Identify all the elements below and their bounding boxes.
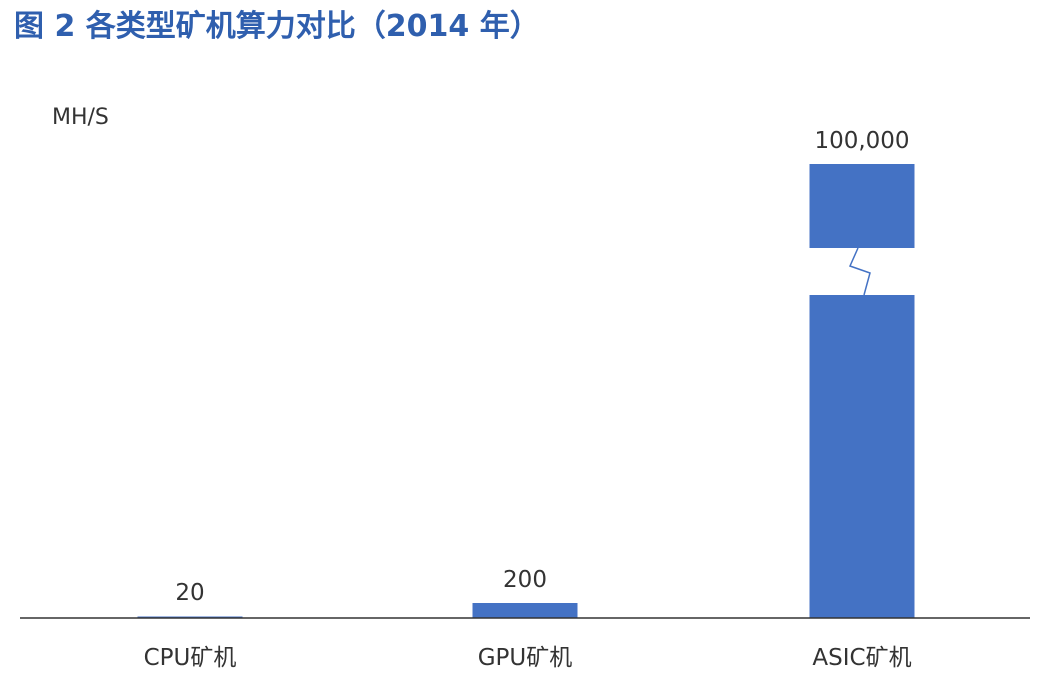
value-label: 100,000 [814, 128, 909, 154]
value-labels-group: 20 200 100,000 [175, 128, 909, 606]
chart-title: 图 2 各类型矿机算力对比（2014 年） [14, 9, 540, 44]
axis-break-mark [848, 247, 871, 296]
x-tick-labels-group: CPU矿机 GPU矿机 ASIC矿机 [144, 645, 912, 671]
bar-asic-upper [809, 164, 915, 248]
value-label: 200 [503, 567, 547, 593]
x-tick-label: CPU矿机 [144, 645, 237, 671]
x-tick-label: ASIC矿机 [812, 645, 911, 671]
bar-asic-lower [809, 295, 915, 618]
bars-group [137, 164, 915, 618]
y-axis-unit-label: MH/S [52, 105, 109, 130]
value-label: 20 [175, 580, 204, 606]
x-tick-label: GPU矿机 [478, 645, 573, 671]
bar-gpu [472, 603, 578, 618]
